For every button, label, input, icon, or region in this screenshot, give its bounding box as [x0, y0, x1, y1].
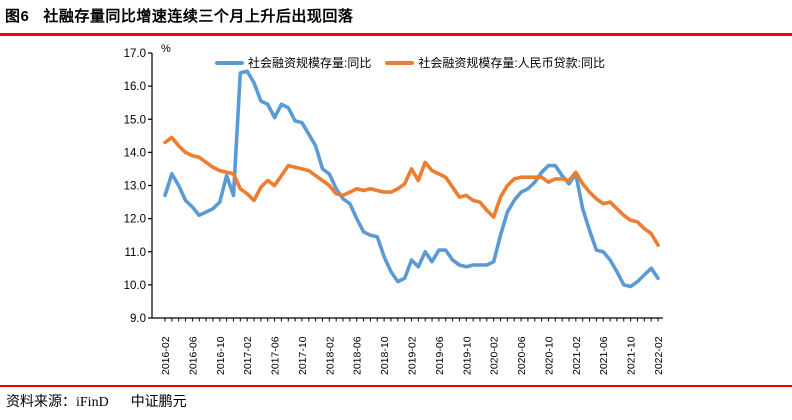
- y-axis-unit-label: %: [161, 43, 171, 55]
- blue-line-swatch: [215, 60, 244, 65]
- rmb-loans-yoy-line: [163, 135, 660, 247]
- top-red-divider: [0, 33, 792, 36]
- figure-title: 图6 社融存量同比增速连续三个月上升后出现回落: [5, 5, 353, 26]
- tsf-yoy-line: [163, 69, 660, 289]
- y-tick-label: 13.0: [124, 181, 146, 193]
- chart-legend: 社会融资规模存量:同比 社会融资规模存量:人民币贷款:同比: [215, 54, 605, 71]
- x-tick-label: 2018-02: [324, 336, 336, 375]
- x-tick-label: 2020-06: [516, 336, 528, 375]
- legend-label-tsf-yoy: 社会融资规模存量:同比: [248, 56, 372, 70]
- y-tick-label: 15.0: [124, 114, 146, 126]
- x-tick-label: 2017-02: [242, 336, 254, 375]
- bottom-red-divider: [0, 385, 792, 387]
- x-tick-label: 2019-02: [407, 336, 419, 375]
- figure-title-text: 社融存量同比增速连续三个月上升后出现回落: [43, 8, 354, 25]
- y-tick-label: 16.0: [124, 81, 146, 93]
- legend-item-rmb-loans-yoy: 社会融资规模存量:人民币贷款:同比: [385, 54, 605, 71]
- x-tick-label: 2017-10: [297, 336, 309, 375]
- y-tick-label: 12.0: [124, 214, 146, 226]
- y-tick-label: 10.0: [124, 280, 146, 292]
- x-tick-label: 2020-02: [489, 336, 501, 375]
- source-label: 资料来源：iFinD: [6, 395, 109, 410]
- legend-label-rmb-loans-yoy: 社会融资规模存量:人民币贷款:同比: [418, 56, 606, 70]
- x-tick-label: 2018-10: [379, 336, 391, 375]
- x-tick-label: 2021-02: [571, 336, 583, 375]
- x-tick-label: 2016-06: [187, 336, 199, 375]
- x-tick-label: 2016-10: [215, 336, 227, 375]
- y-tick-label: 14.0: [124, 147, 146, 159]
- x-tick-label: 2020-10: [543, 336, 555, 375]
- y-tick-label: 17.0: [124, 48, 146, 60]
- x-tick-label: 2022-02: [653, 336, 665, 375]
- y-tick-label: 9.0: [130, 313, 146, 325]
- x-tick-label: 2016-02: [160, 336, 172, 375]
- x-tick-label: 2017-06: [270, 336, 282, 375]
- x-tick-label: 2021-06: [598, 336, 610, 375]
- orange-line-swatch: [385, 60, 415, 65]
- org-name: 中证鹏元: [130, 395, 187, 410]
- x-tick-label: 2019-06: [434, 336, 446, 375]
- x-tick-label: 2019-10: [461, 336, 473, 375]
- source-note: 资料来源：iFinD 中证鹏元: [6, 391, 187, 411]
- x-tick-label: 2018-06: [352, 336, 364, 375]
- y-tick-label: 11.0: [124, 247, 146, 259]
- x-tick-label: 2021-10: [626, 336, 638, 375]
- figure-number: 图6: [5, 8, 30, 25]
- legend-item-tsf-yoy: 社会融资规模存量:同比: [215, 54, 371, 71]
